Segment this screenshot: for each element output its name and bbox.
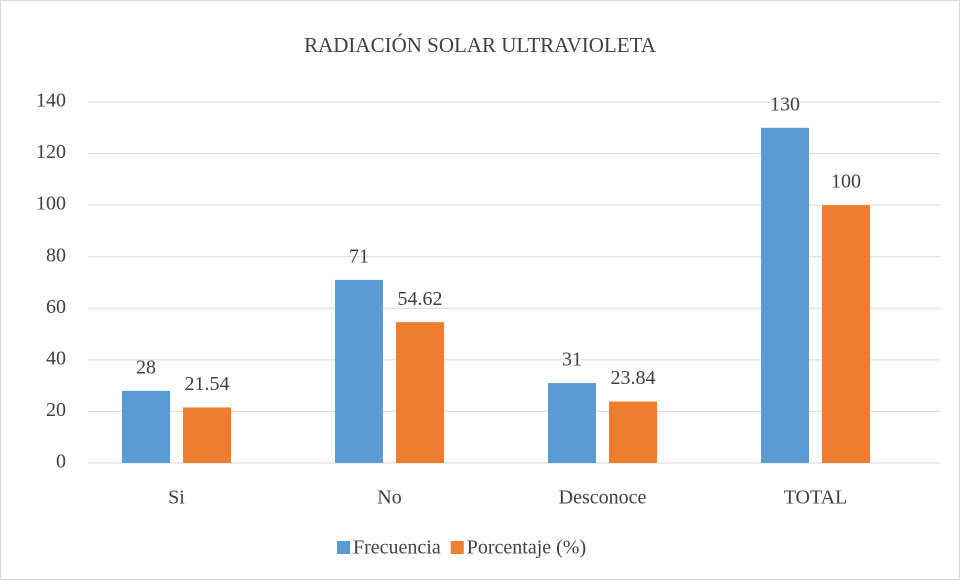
legend-swatch	[450, 541, 464, 554]
legend-label: Frecuencia	[353, 537, 441, 559]
x-tick-label: TOTAL	[784, 487, 848, 509]
y-tick-label: 100	[36, 193, 66, 215]
y-tick-label: 40	[46, 347, 66, 369]
data-label: 130	[770, 93, 800, 115]
y-tick-label: 80	[46, 244, 66, 266]
bar	[396, 322, 444, 463]
legend-swatch	[337, 541, 350, 554]
data-label: 21.54	[185, 373, 230, 395]
data-label: 28	[136, 356, 156, 378]
y-tick-label: 140	[36, 90, 66, 112]
data-label: 23.84	[611, 367, 656, 389]
data-label: 71	[349, 246, 369, 268]
bar	[548, 383, 596, 463]
data-label: 54.62	[398, 288, 443, 310]
bar	[761, 127, 809, 464]
y-tick-label: 60	[46, 296, 66, 318]
data-label: 31	[562, 349, 582, 371]
bar	[122, 390, 170, 463]
x-tick-label: Desconoce	[559, 487, 647, 509]
legend-label: Porcentaje (%)	[467, 537, 586, 559]
data-label: 100	[831, 171, 861, 193]
bar	[335, 279, 383, 463]
bar	[609, 401, 657, 463]
bar	[183, 407, 231, 463]
x-tick-label: Si	[168, 487, 185, 509]
bar	[822, 205, 870, 463]
chart-title: RADIACIÓN SOLAR ULTRAVIOLETA	[304, 33, 657, 57]
y-tick-label: 0	[56, 451, 66, 473]
y-tick-label: 120	[36, 141, 66, 163]
x-tick-label: No	[377, 487, 401, 509]
y-tick-label: 20	[46, 399, 66, 421]
